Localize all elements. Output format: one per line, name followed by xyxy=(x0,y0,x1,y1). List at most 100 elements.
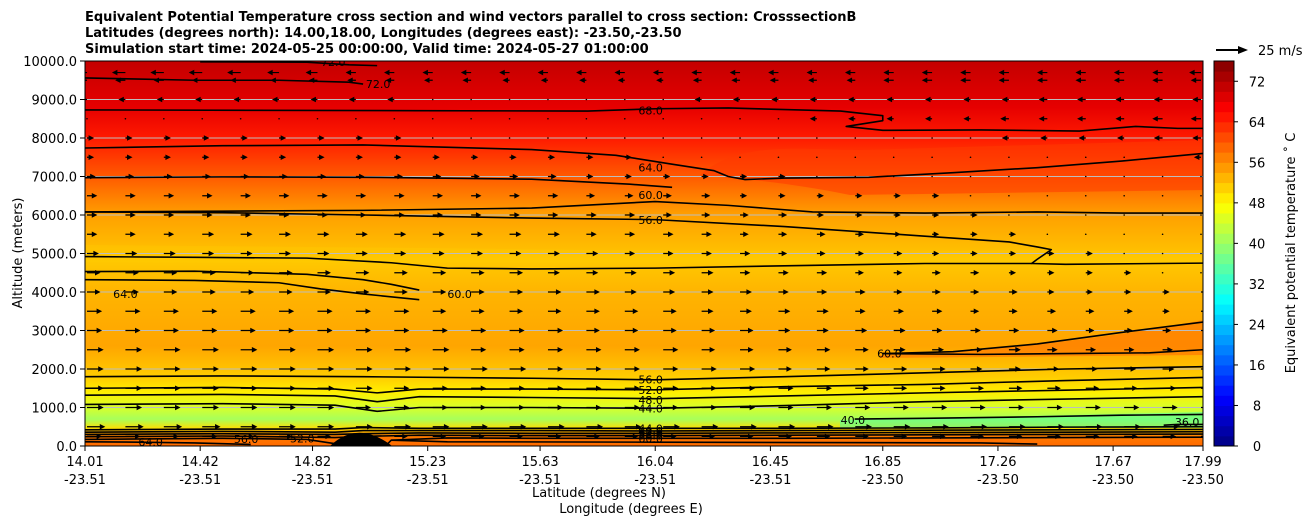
wind-vector xyxy=(422,69,433,76)
contour-line xyxy=(85,144,1203,181)
wind-vector xyxy=(893,308,904,315)
wind-vector xyxy=(778,327,791,334)
wind-vector xyxy=(1124,269,1132,276)
wind-vector xyxy=(1008,404,1025,411)
wind-vector xyxy=(355,135,363,141)
colorbar-level xyxy=(1214,152,1234,163)
wind-vector xyxy=(305,69,318,76)
wind-vector xyxy=(586,308,600,315)
wind-vector xyxy=(1115,115,1125,122)
wind-vector xyxy=(431,117,434,120)
wind-vector xyxy=(279,154,287,161)
wind-vector xyxy=(960,69,971,76)
wind-vector xyxy=(1078,135,1086,141)
wind-vector xyxy=(932,404,948,411)
wind-vector xyxy=(118,96,126,103)
colorbar-level xyxy=(1214,243,1234,254)
y-tick-label: 2000.0 xyxy=(32,363,78,378)
contour-line xyxy=(882,348,1203,356)
wind-vector xyxy=(778,289,789,295)
contour-label: 64.0 xyxy=(113,288,138,301)
wind-vector xyxy=(921,69,933,76)
wind-vector xyxy=(87,212,98,218)
wind-vector xyxy=(87,346,104,353)
contour-label: 72.0 xyxy=(321,56,346,69)
contour-line xyxy=(85,440,251,446)
wind-vector xyxy=(547,269,560,276)
wind-vector xyxy=(547,212,559,218)
wind-vector xyxy=(240,346,258,353)
wind-vector xyxy=(393,117,396,120)
wind-vector xyxy=(1046,156,1049,159)
wind-vector xyxy=(317,404,335,411)
wind-vector xyxy=(279,327,295,334)
colorbar: 0 8 16 24 32 40 48 56 64 72 xyxy=(1213,60,1266,455)
wind-vector xyxy=(547,250,560,257)
colorbar-level xyxy=(1214,162,1234,173)
wind-vector xyxy=(87,231,98,238)
wind-vector xyxy=(892,156,895,159)
wind-vector xyxy=(585,98,588,101)
colorbar-level xyxy=(1214,283,1234,295)
colorbar-level xyxy=(1214,91,1234,103)
wind-vector xyxy=(1123,194,1125,197)
wind-vector xyxy=(547,173,557,180)
wind-vector xyxy=(317,192,328,199)
wind-vector xyxy=(1008,214,1010,216)
wind-vector xyxy=(921,77,933,84)
contour-line xyxy=(882,321,1203,355)
chart-title: Equivalent Potential Temperature cross s… xyxy=(85,10,856,57)
wind-vector xyxy=(778,269,789,276)
colorbar-level xyxy=(1214,425,1234,437)
wind-vector xyxy=(893,346,906,353)
wind-vector xyxy=(432,289,447,295)
wind-vector xyxy=(694,96,702,103)
wind-vector xyxy=(623,117,626,120)
wind-vector xyxy=(509,289,524,295)
wind-vector xyxy=(701,173,709,180)
colorbar-tick-label: 24 xyxy=(1249,318,1266,333)
wind-vector xyxy=(547,192,559,199)
wind-vector xyxy=(925,115,933,122)
wind-vector xyxy=(586,231,597,238)
wind-vector xyxy=(816,231,826,238)
wind-vector xyxy=(663,308,677,315)
wind-vector xyxy=(586,366,602,372)
wind-vector xyxy=(547,327,564,334)
wind-vector xyxy=(855,308,866,315)
colorbar-level xyxy=(1214,385,1234,396)
wind-vector xyxy=(317,154,325,161)
wind-vector xyxy=(1047,308,1057,315)
wind-vector xyxy=(960,77,971,84)
wind-vector xyxy=(1162,289,1170,295)
wind-vector xyxy=(163,154,171,161)
wind-vector xyxy=(317,346,335,353)
y-tick-label: 1000.0 xyxy=(32,402,78,417)
wind-vector xyxy=(1153,96,1163,103)
y-tick-label: 7000.0 xyxy=(32,171,78,186)
wind-vector xyxy=(663,327,677,334)
wind-vector xyxy=(125,250,138,257)
wind-vector xyxy=(1162,327,1172,334)
colorbar-level xyxy=(1214,131,1234,143)
wind-vector xyxy=(931,137,933,139)
colorbar-tick-label: 8 xyxy=(1253,399,1261,414)
wind-vector xyxy=(87,135,95,141)
wind-vector xyxy=(1192,135,1201,141)
wind-vector xyxy=(355,117,357,120)
wind-vector xyxy=(1200,214,1202,216)
wind-vector xyxy=(624,308,639,315)
x-tick-label-lon: -23.51 xyxy=(407,473,449,488)
wind-vector xyxy=(700,156,703,159)
wind-vector xyxy=(394,366,412,372)
x-tick-label-lon: -23.50 xyxy=(977,473,1019,488)
wind-vector xyxy=(537,69,548,76)
wind-vector xyxy=(740,269,751,276)
wind-vector xyxy=(240,404,258,411)
wind-vector xyxy=(279,423,296,430)
wind-vector xyxy=(932,366,946,372)
wind-vector xyxy=(855,404,871,411)
wind-vector xyxy=(85,96,87,103)
wind-vector xyxy=(432,327,448,334)
contour-line xyxy=(85,376,1203,394)
